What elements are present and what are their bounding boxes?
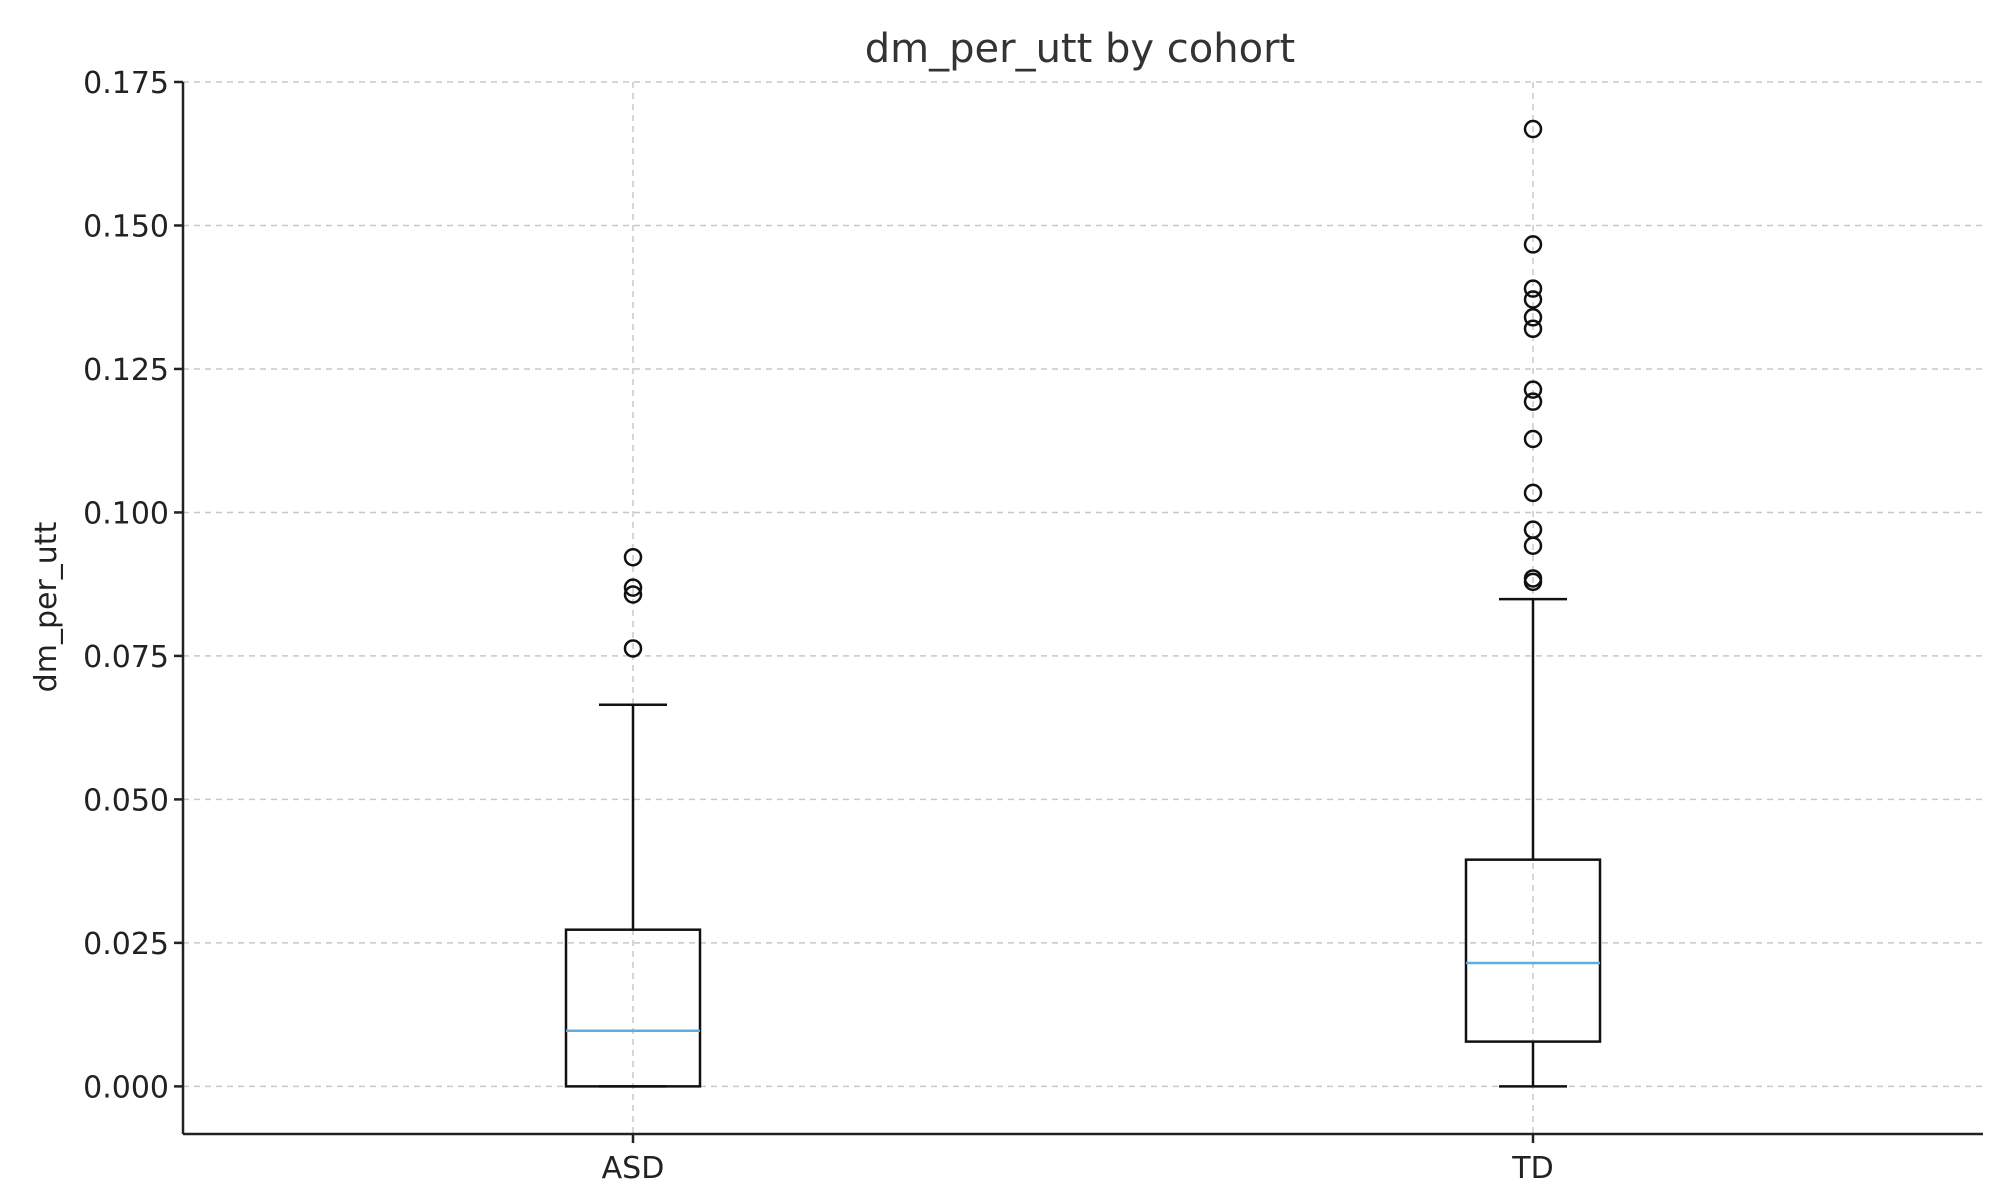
boxes-layer [564,119,1602,1088]
outlier-point [1523,235,1543,254]
outlier-point [1523,569,1543,588]
outlier-point [623,639,643,658]
y-tick-label: 0.075 [83,640,169,675]
box-iqr [564,928,702,1088]
chart-title: dm_per_utt by cohort [865,26,1295,72]
y-tick-label: 0.050 [83,783,169,818]
outlier-point [623,585,643,604]
y-axis-label: dm_per_utt [29,521,64,692]
outlier-point [1523,319,1543,339]
y-tick-label: 0.000 [83,1070,169,1105]
box-group-td [1464,119,1602,1088]
outlier-point [1523,520,1543,539]
x-tick-label: ASD [602,1151,665,1186]
x-tick-label: TD [1511,1151,1553,1186]
y-tick-label: 0.175 [83,66,169,101]
box-iqr [1464,858,1602,1043]
y-tick-label: 0.100 [83,496,169,531]
outlier-point [1523,279,1543,298]
outlier-point [1523,308,1543,327]
outlier-point [1523,119,1543,139]
ticks-layer: 0.000 0.025 0.050 0.075 0.100 0.125 0.150 0.175… [83,66,1554,1186]
outlier-point [623,547,643,567]
outlier-point [1523,290,1543,309]
outlier-point [1523,429,1543,449]
y-tick-label: 0.025 [83,927,169,962]
outlier-point [1523,483,1543,503]
outlier-point [1523,380,1543,399]
axes-layer [181,82,1983,1136]
outlier-point [1523,392,1543,411]
box-group-asd [564,547,702,1088]
outlier-point [623,578,643,597]
grid-layer [183,81,1983,1134]
y-tick-label: 0.125 [83,353,169,388]
y-tick-label: 0.150 [83,209,169,244]
